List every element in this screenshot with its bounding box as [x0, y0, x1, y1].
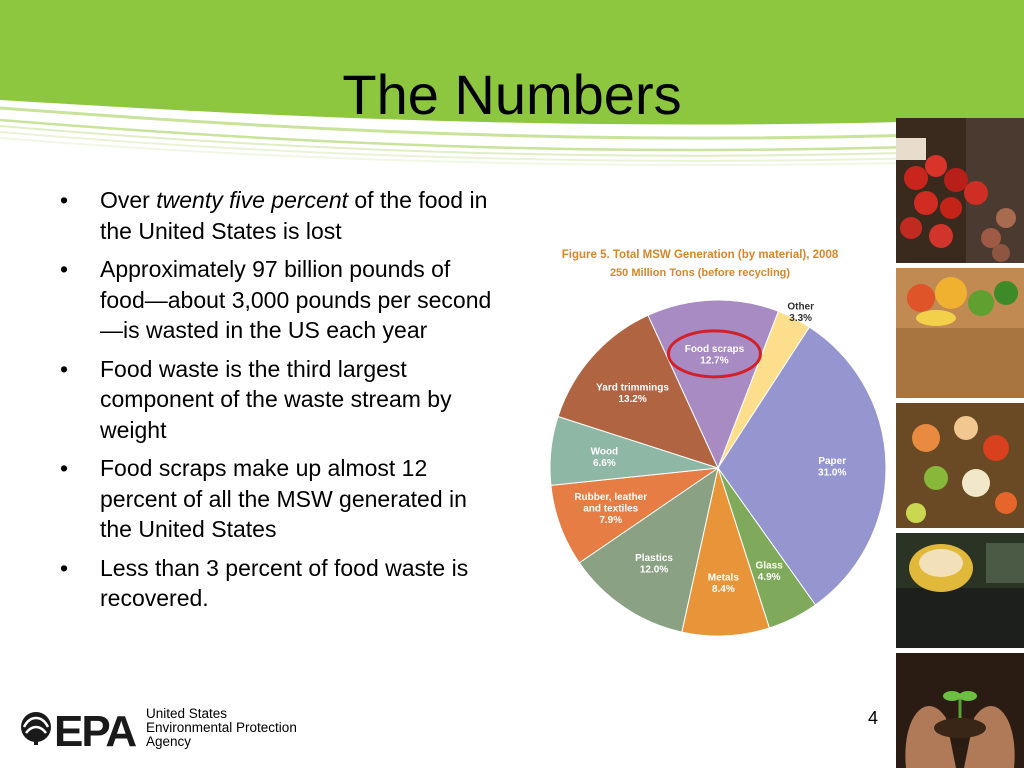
pie-slice-food-scraps	[647, 299, 780, 470]
pie-slice-metals	[681, 466, 770, 637]
bullet-item: Less than 3 percent of food waste is rec…	[60, 553, 500, 614]
bullet-text: Over	[100, 187, 157, 213]
pie-value-label: 7.9%	[599, 515, 622, 526]
pie-slice-yard-trimmings	[557, 314, 719, 469]
pie-category-label: Paper	[818, 456, 846, 467]
pie-slice-paper	[717, 326, 887, 606]
pie-category-label: and textiles	[583, 503, 638, 514]
slide-title: The Numbers	[342, 63, 682, 126]
bullet-item: Approximately 97 billion pounds of food—…	[60, 254, 500, 346]
pie-category-label: Wood	[591, 446, 619, 457]
pie-value-label: 8.4%	[712, 584, 735, 595]
pie-value-label: 12.0%	[640, 564, 668, 575]
header-band	[0, 0, 1024, 167]
pie-value-label: 13.2%	[618, 394, 646, 405]
pie-value-label: 12.7%	[700, 356, 728, 367]
bullet-item: Food scraps make up almost 12 percent of…	[60, 453, 500, 545]
vegetable-bag-photo	[896, 268, 1024, 398]
pie-category-label: Food scraps	[685, 344, 745, 355]
bullet-emphasis: twenty five percent	[156, 187, 348, 213]
highlight-circle	[666, 329, 762, 379]
pie-category-label: Yard trimmings	[596, 382, 669, 393]
bullet-text: of the food in the United States is lost	[100, 187, 488, 244]
chart-subtitle: 250 Million Tons (before recycling)	[610, 267, 790, 279]
pie-category-label: Metals	[708, 572, 740, 583]
pie-value-label: 6.6%	[593, 458, 616, 469]
chart-title: Figure 5. Total MSW Generation (by mater…	[562, 249, 839, 261]
agency-name: United States Environmental Protection A…	[146, 707, 297, 749]
epa-logo: EPA	[21, 707, 138, 753]
tomatoes-photo	[896, 118, 1024, 263]
pie-value-label: 31.0%	[818, 467, 846, 478]
pie-category-label: Plastics	[635, 553, 673, 564]
compost-bin-photo	[896, 533, 1024, 648]
pie-category-label: Other	[787, 301, 814, 312]
agency-line: United States	[146, 706, 228, 721]
bullet-item: Over twenty five percent of the food in …	[60, 185, 500, 246]
pie-slice-plastics	[578, 466, 719, 633]
food-scraps-photo	[896, 403, 1024, 528]
agency-line: Agency	[146, 734, 192, 749]
photo-strip	[896, 118, 1024, 768]
epa-wordmark: EPA	[54, 707, 136, 753]
agency-line: Environmental Protection	[146, 720, 297, 735]
page-number: 4	[868, 708, 879, 728]
epa-flower-icon	[21, 712, 51, 745]
seedling-hands-photo	[896, 653, 1024, 768]
bullet-list: Over twenty five percent of the food in …	[60, 185, 500, 622]
pie-value-label: 3.3%	[789, 313, 812, 324]
pie-value-label: 4.9%	[758, 572, 781, 583]
bullet-item: Food waste is the third largest componen…	[60, 354, 500, 446]
pie-category-label: Rubber, leather	[574, 492, 647, 503]
pie-slices	[549, 299, 887, 637]
pie-category-label: Glass	[756, 560, 784, 571]
pie-chart: Figure 5. Total MSW Generation (by mater…	[549, 249, 887, 637]
